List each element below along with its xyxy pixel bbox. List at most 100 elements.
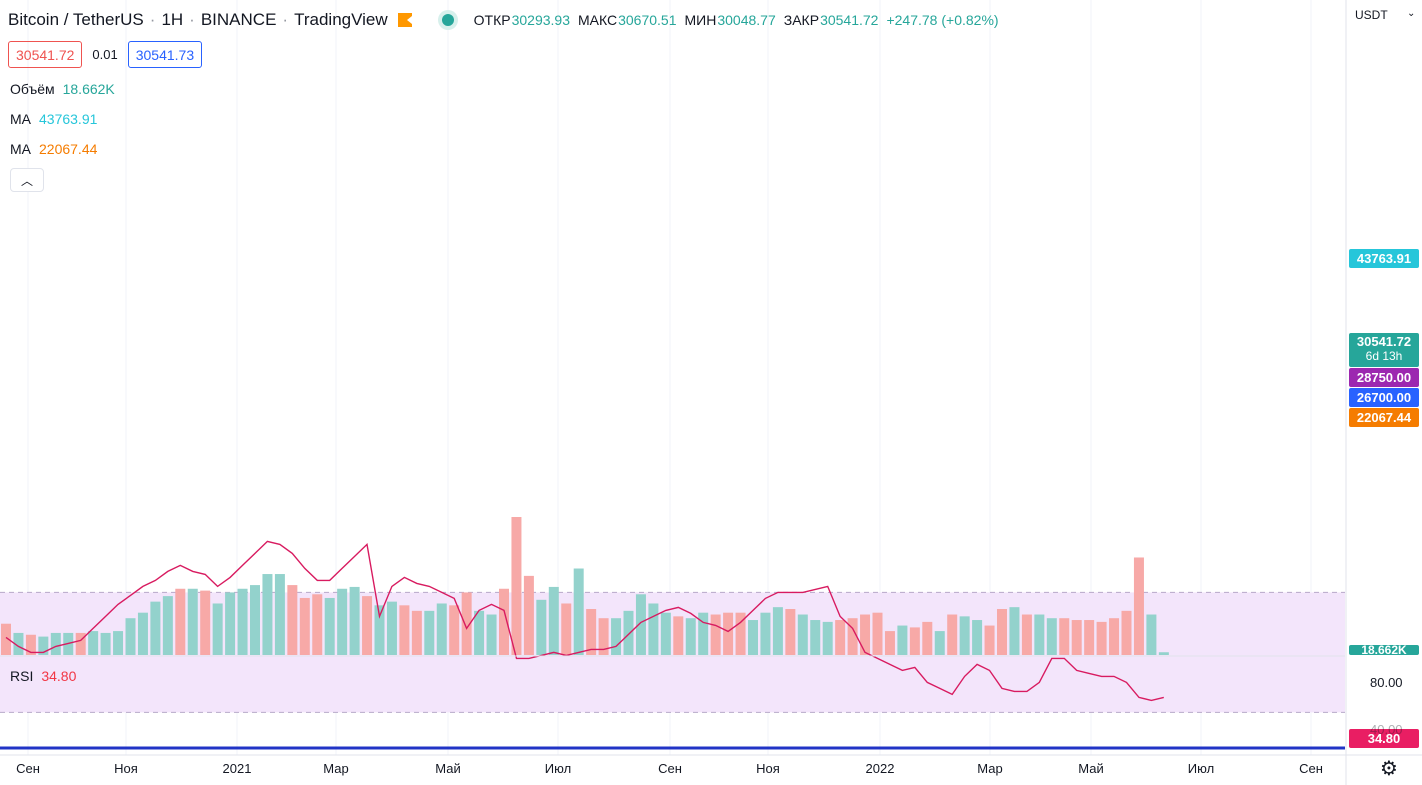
volume-bar xyxy=(1071,620,1082,655)
volume-bar xyxy=(1146,614,1157,655)
volume-bar xyxy=(461,592,472,655)
volume-bar xyxy=(611,618,622,655)
volume-bar xyxy=(623,610,634,655)
volume-bar xyxy=(785,609,796,655)
rsi-band-fill xyxy=(0,592,1345,713)
time-tick-label: Мар xyxy=(977,761,1003,776)
volume-bar xyxy=(162,596,173,655)
rsi-tick-label: 40.00 xyxy=(1370,722,1403,737)
sell-button[interactable]: 30541.72 xyxy=(8,41,83,68)
volume-bar xyxy=(150,601,161,655)
volume-bar xyxy=(1021,614,1032,655)
volume-bar xyxy=(835,620,846,655)
support-price-tag: 28750.00 xyxy=(1349,368,1419,387)
time-tick-label: Сен xyxy=(16,761,40,776)
volume-bar xyxy=(1096,621,1107,655)
chevron-up-icon: ︿ xyxy=(20,173,33,188)
volume-bar xyxy=(1,623,11,655)
volume-bar xyxy=(822,621,833,655)
volume-bar xyxy=(25,634,36,655)
gear-icon[interactable]: ⚙ xyxy=(1380,758,1398,780)
volume-bar xyxy=(125,618,136,655)
volume-bar xyxy=(984,625,995,655)
volume-bar xyxy=(1046,618,1057,655)
volume-bars xyxy=(1,517,1169,655)
volume-bar xyxy=(897,625,908,655)
volume-bar xyxy=(324,597,335,655)
volume-bar xyxy=(748,620,758,655)
buy-button[interactable]: 30541.73 xyxy=(127,41,203,68)
target-price-tag: 26700.00 xyxy=(1349,388,1419,407)
time-tick-label: Мар xyxy=(323,761,349,776)
collapse-legend-button[interactable]: ︿ xyxy=(10,168,44,192)
volume-bar xyxy=(1109,618,1120,655)
spread-value: 0.01 xyxy=(92,47,118,62)
chart-header: Bitcoin / TetherUS · 1H · BINANCE · Trad… xyxy=(8,10,999,29)
volume-bar xyxy=(187,588,198,655)
interval[interactable]: 1H xyxy=(161,10,184,29)
volume-bar xyxy=(262,574,273,655)
flag-icon[interactable] xyxy=(397,13,412,27)
ohlc-values: ОТКР 30293.93 МАКС 30670.51 МИН 30048.77 ЗА… xyxy=(473,12,999,28)
volume-bar xyxy=(137,612,148,655)
volume-bar xyxy=(797,614,808,655)
volume-bar xyxy=(511,517,522,655)
volume-bar xyxy=(386,601,397,655)
rsi-line xyxy=(5,540,1164,702)
volume-bar xyxy=(113,631,124,655)
time-tick-label: Сен xyxy=(1299,761,1323,776)
volume-bar xyxy=(772,607,783,655)
volume-bar xyxy=(486,614,497,655)
ma-slow-price-tag: 22067.44 xyxy=(1349,408,1419,427)
volume-bar xyxy=(349,586,360,655)
rsi-line xyxy=(5,540,1164,702)
volume-bar xyxy=(312,594,323,655)
volume-bar xyxy=(1084,620,1095,655)
volume-bar xyxy=(698,612,709,655)
volume-bar xyxy=(411,610,422,655)
volume-bar xyxy=(959,616,970,655)
volume-bar xyxy=(1158,652,1169,655)
volume-bar xyxy=(947,614,958,655)
volume-bar xyxy=(710,614,721,655)
volume-bar xyxy=(872,612,883,655)
volume-bar xyxy=(860,614,871,655)
volume-bar xyxy=(548,586,559,655)
legend-volume[interactable]: Объём 18.662K xyxy=(10,81,115,97)
ma-fast-price-tag: 43763.91 xyxy=(1349,249,1419,268)
legend-ma-slow[interactable]: MA 22067.44 xyxy=(10,141,98,157)
volume-bar xyxy=(1133,557,1144,655)
volume-bar xyxy=(200,590,211,655)
time-tick-label: Ноя xyxy=(756,761,780,776)
volume-bar xyxy=(884,631,895,655)
volume-bar xyxy=(250,585,260,655)
volume-bar xyxy=(997,609,1007,655)
trade-panel: 30541.72 0.01 30541.73 xyxy=(8,41,203,68)
volume-bar xyxy=(287,585,298,655)
time-tick-label: Июл xyxy=(1187,761,1215,776)
time-tick-label: Май xyxy=(1078,761,1104,776)
volume-bar xyxy=(810,620,821,655)
volume-bar xyxy=(13,632,24,655)
volume-bar xyxy=(1121,610,1132,655)
time-tick-label: Май xyxy=(435,761,461,776)
legend-ma-fast[interactable]: MA 43763.91 xyxy=(10,111,98,127)
currency-selector[interactable]: USDT xyxy=(1355,8,1388,22)
volume-bar xyxy=(212,603,223,655)
chevron-down-icon[interactable]: ⌄ xyxy=(1407,8,1416,19)
volume-bar xyxy=(934,631,945,655)
volume-bar xyxy=(399,605,410,655)
volume-bar xyxy=(673,616,684,655)
volume-bar xyxy=(337,588,348,655)
volume-bar xyxy=(922,621,933,655)
market-status-icon xyxy=(441,14,454,26)
time-tick-label: Июл xyxy=(544,761,572,776)
legend-rsi[interactable]: RSI 34.80 xyxy=(10,668,77,684)
volume-bar xyxy=(685,618,696,655)
time-tick-label: 2021 xyxy=(222,761,252,776)
symbol-name[interactable]: Bitcoin / TetherUS xyxy=(8,10,144,29)
volume-bar xyxy=(436,603,447,655)
time-tick-label: Сен xyxy=(658,761,682,776)
volume-bar xyxy=(474,610,485,655)
